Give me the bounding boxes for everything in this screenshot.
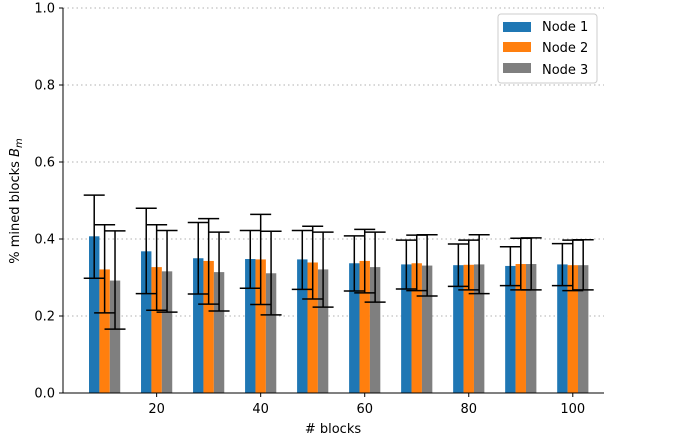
bar-node-3-40 <box>265 273 277 393</box>
error-bar-node-3-60 <box>364 231 386 303</box>
legend-swatch-node-1 <box>503 22 531 32</box>
error-bar-node-2-20 <box>146 224 168 311</box>
error-bar-node-2-80 <box>458 239 480 291</box>
axes <box>59 7 604 397</box>
error-bar-node-2-40 <box>250 213 272 306</box>
bars <box>89 236 589 393</box>
y-axis-label-symbol: B <box>8 148 23 157</box>
bar-node-1-50 <box>297 259 308 393</box>
y-tick-label: 0.0 <box>34 387 55 402</box>
bar-node-1-20 <box>141 251 152 393</box>
bar-node-3-90 <box>525 264 537 393</box>
y-tick-label: 1.0 <box>34 2 55 17</box>
y-axis-label-subscript: m <box>14 138 25 148</box>
error-bar-node-2-10 <box>94 224 116 314</box>
error-bar-node-3-100 <box>572 239 594 291</box>
error-bar-node-1-50 <box>291 229 313 291</box>
y-axis-label-text: % mined blocks <box>8 157 23 264</box>
error-bar-node-1-40 <box>239 229 261 290</box>
bar-node-2-30 <box>203 260 214 393</box>
bar-node-2-80 <box>463 264 474 393</box>
x-tick-label: 40 <box>252 402 269 417</box>
error-bar-node-1-100 <box>551 242 573 287</box>
bar-node-2-10 <box>99 269 110 393</box>
bar-node-1-90 <box>505 265 516 393</box>
error-bar-node-1-20 <box>135 207 157 295</box>
legend-swatch-node-2 <box>503 42 531 52</box>
bar-node-1-40 <box>245 259 256 393</box>
error-bar-node-2-30 <box>198 217 220 305</box>
y-tick-label: 0.6 <box>34 156 55 171</box>
error-bar-node-3-40 <box>260 230 282 316</box>
error-bar-node-3-80 <box>468 234 490 295</box>
error-bar-node-3-70 <box>416 234 438 297</box>
x-axis-label: # blocks <box>305 422 362 437</box>
legend: Node 1 Node 2 Node 3 <box>497 13 598 84</box>
bar-node-2-70 <box>411 263 422 393</box>
error-bar-node-3-10 <box>104 230 126 330</box>
bar-node-1-10 <box>89 236 100 393</box>
y-tick-label: 0.2 <box>34 310 55 325</box>
x-tick-label: 80 <box>460 402 477 417</box>
bar-node-3-10 <box>109 280 121 393</box>
error-bar-node-1-80 <box>447 243 469 288</box>
legend-label-node-3: Node 3 <box>542 63 588 78</box>
x-tick-label: 100 <box>560 402 585 417</box>
bar-node-2-60 <box>359 260 370 393</box>
error-bar-node-1-30 <box>187 221 209 295</box>
legend-swatch-node-3 <box>503 63 531 73</box>
bar-node-2-90 <box>515 264 526 393</box>
y-tick-label: 0.8 <box>34 79 55 94</box>
error-bars <box>83 194 594 330</box>
x-tick-label: 20 <box>148 402 165 417</box>
y-axis-label: % mined blocks Bm <box>8 138 25 264</box>
y-tick-label: 0.4 <box>34 233 55 248</box>
error-bar-node-3-20 <box>156 229 178 313</box>
legend-label-node-1: Node 1 <box>542 20 588 35</box>
bar-node-3-20 <box>161 271 173 393</box>
bar-node-1-70 <box>401 264 412 393</box>
bar-node-3-100 <box>577 265 589 393</box>
error-bar-node-3-50 <box>312 231 334 308</box>
error-bar-node-2-50 <box>302 225 324 300</box>
legend-label-node-2: Node 2 <box>542 41 588 56</box>
bar-node-1-30 <box>193 258 204 393</box>
bar-node-1-60 <box>349 263 360 393</box>
error-bar-node-1-10 <box>83 194 105 280</box>
bar-node-1-80 <box>453 265 464 393</box>
bar-node-1-100 <box>557 264 568 393</box>
error-bar-node-1-70 <box>395 239 417 290</box>
x-tick-label: 60 <box>356 402 373 417</box>
bar-node-2-20 <box>151 267 162 393</box>
error-bar-node-1-90 <box>499 245 521 287</box>
bar-node-2-40 <box>255 259 266 393</box>
bar-node-3-80 <box>473 264 485 393</box>
error-bar-node-3-30 <box>208 231 230 312</box>
error-bar-node-2-60 <box>354 228 376 294</box>
bar-node-2-50 <box>307 262 318 393</box>
bar-node-3-50 <box>317 269 329 393</box>
tick-labels: 0.0 0.2 0.4 0.6 0.8 1.0 20 40 60 80 100 <box>34 2 585 418</box>
bar-node-3-70 <box>421 265 433 393</box>
bar-node-3-60 <box>369 267 381 393</box>
bar-node-3-30 <box>213 272 225 393</box>
error-bar-node-1-60 <box>343 235 365 292</box>
bar-node-2-100 <box>567 265 578 393</box>
error-bar-node-3-90 <box>520 237 542 291</box>
